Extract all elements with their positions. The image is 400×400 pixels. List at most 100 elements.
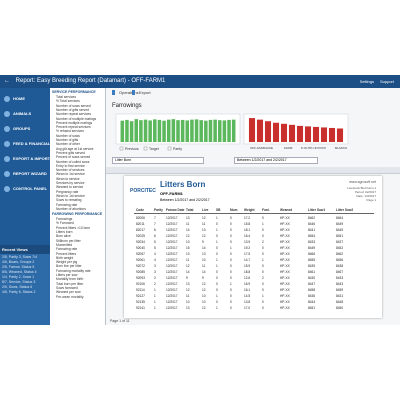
table-cell: HP-XX: [280, 270, 290, 274]
table-cell: 14.5: [244, 294, 251, 298]
bar: [248, 118, 256, 142]
tree-item[interactable]: % Total services: [56, 99, 80, 104]
tree-item[interactable]: Number of gilts served: [56, 107, 89, 112]
table-cell: 4: [154, 252, 156, 256]
tree-item[interactable]: Percent of sows served: [56, 155, 91, 160]
tree-item[interactable]: Litters per sow: [56, 273, 78, 277]
tree-item[interactable]: % Farrowed: [56, 221, 74, 226]
tree-item[interactable]: Weaned to service: [56, 185, 84, 190]
report-farm: OFF-FARM1: [160, 191, 183, 196]
tree-item[interactable]: Born alive: [56, 234, 71, 239]
support-link[interactable]: Support: [379, 79, 394, 84]
bar: [272, 122, 280, 142]
tree-item[interactable]: Farrowing rate: [56, 202, 78, 207]
recent-item[interactable]: 2/5, Sows, Status 6: [2, 284, 33, 289]
table-cell: 11: [202, 222, 206, 226]
tree-item[interactable]: Total born per litter: [56, 281, 84, 286]
recent-item[interactable]: 2/5, Parity 3, Sows 7/4: [2, 254, 38, 259]
nav-item[interactable]: REPORT WIZARD: [13, 171, 47, 176]
tree-item[interactable]: Sows to remating: [56, 198, 82, 203]
table-cell: 92106: [136, 282, 145, 286]
table-cell: 14: [186, 228, 190, 232]
tree-item[interactable]: Percent multiple matings: [56, 120, 93, 125]
tree-item[interactable]: Sows farrowed: [56, 285, 78, 290]
recent-item[interactable]: 2/5, Farrow, Status 5: [2, 264, 35, 269]
tree-item[interactable]: Farrowing rate: [56, 247, 78, 252]
table-cell: 2: [262, 276, 264, 280]
bar: [204, 120, 208, 142]
tree-item[interactable]: Number of services: [56, 168, 85, 173]
nav-item[interactable]: GROUPS: [13, 126, 31, 131]
tree-item[interactable]: Born live per litter: [56, 264, 82, 269]
tree-group: FARROWING PERFORMANCE: [52, 212, 103, 217]
filter-field[interactable]: Litter Born: [112, 157, 204, 164]
tree-item[interactable]: Services by service: [56, 181, 85, 185]
recent-views: Recent Views 2/5, Parity 3, Sows 7/4 4/6, …: [0, 245, 50, 325]
tree-item[interactable]: Wean to 1st service: [56, 193, 85, 198]
tree-item[interactable]: Total services: [56, 95, 76, 99]
tree-item[interactable]: Percent litters: [56, 251, 77, 256]
tree-item[interactable]: Mortality from birth: [56, 277, 84, 282]
filter-range[interactable]: Between 1/2/2017 and 2/2/2017: [234, 157, 318, 164]
tree-item[interactable]: Avg gilt age at 1st service: [56, 146, 94, 151]
column-header: Fost.: [262, 208, 270, 212]
recent-item[interactable]: 1/4, Parity 2, Sows 1: [2, 274, 35, 279]
nav-item[interactable]: HOME: [13, 96, 25, 101]
toolbar-button[interactable]: Export: [132, 90, 151, 95]
table-cell: 18.8: [244, 270, 251, 274]
table-cell: 92135: [136, 300, 145, 304]
recent-item[interactable]: 8/6, Weaned, Status 4: [2, 269, 37, 274]
table-cell: 13: [186, 216, 190, 220]
tree-item[interactable]: Percent repeat services: [56, 125, 91, 130]
tree-item[interactable]: Pregnancy rate: [56, 189, 79, 194]
nav-item[interactable]: FEED & FINANCIAL: [13, 141, 50, 146]
tree-item[interactable]: Farrowings: [56, 217, 73, 222]
tree-item[interactable]: Number of other: [56, 142, 80, 147]
tree-item[interactable]: Litters born: [56, 230, 73, 234]
tree-item[interactable]: Number of abortions: [56, 206, 86, 211]
tree-item[interactable]: Birth weight: [56, 255, 74, 260]
sidebar: HOME ANIMALS GROUPS FEED & FINANCIAL EXPORT …: [0, 88, 50, 325]
table-cell: 19.2: [244, 246, 251, 250]
settings-link[interactable]: Settings: [359, 79, 374, 84]
toolbar-button[interactable]: Operations: [112, 90, 139, 95]
tree-item[interactable]: Entry to first service: [56, 163, 85, 168]
tree-item[interactable]: Farrowing mortality rate: [56, 268, 91, 273]
tree-item[interactable]: Number of multiple matings: [56, 116, 97, 121]
recent-item[interactable]: 8/7, Service, Status 3: [2, 279, 36, 284]
back-arrow[interactable]: ←: [4, 78, 10, 84]
table-cell: 0: [262, 300, 264, 304]
nav-item[interactable]: EXPORT & IMPORT: [13, 156, 50, 161]
bar: [312, 126, 320, 142]
tree-item[interactable]: % refused services: [56, 129, 84, 134]
nav-item[interactable]: CONTROL PANEL: [13, 186, 48, 191]
tree-item[interactable]: Percent litters >10 born: [56, 225, 91, 230]
column-header: Farrow Date: [166, 208, 185, 212]
table-cell: 11: [202, 264, 206, 268]
recent-item[interactable]: 4/8, Parity 6, Status 2: [2, 289, 36, 294]
table-cell: HP-XX: [280, 300, 290, 304]
tree-item[interactable]: Number of gilts: [56, 138, 79, 142]
tree-item[interactable]: Pre-wean mortality: [56, 294, 84, 299]
tree-item[interactable]: Wean to 1st service: [56, 172, 85, 177]
recent-item[interactable]: 4/6, Boars, Groups 2: [2, 259, 35, 264]
tree-item[interactable]: Weight per pig: [56, 260, 78, 265]
tree-item[interactable]: Weaned per sow: [56, 290, 81, 295]
table-cell: 0: [230, 234, 232, 238]
bar: [231, 119, 236, 142]
bar: [180, 119, 185, 142]
table-cell: 92072: [136, 264, 145, 268]
tree-item[interactable]: Stillborn per litter: [56, 238, 81, 243]
tree-item[interactable]: Number of sows: [56, 133, 80, 138]
table-cell: 12: [202, 282, 206, 286]
tree-item[interactable]: Number of sows served: [56, 103, 91, 108]
tree-item[interactable]: Number repeat services: [56, 112, 91, 117]
table-cell: 14: [202, 270, 206, 274]
tree-item[interactable]: Number of culled sows: [56, 159, 90, 164]
tree-item[interactable]: Wean to service: [56, 176, 80, 181]
tree-item[interactable]: Mummified: [56, 242, 73, 247]
table-cell: HP-XX: [280, 264, 290, 268]
table-cell: HP-XX: [280, 282, 290, 286]
tree-item[interactable]: Percent gilts served: [56, 150, 85, 155]
nav-item[interactable]: ANIMALS: [13, 111, 32, 116]
